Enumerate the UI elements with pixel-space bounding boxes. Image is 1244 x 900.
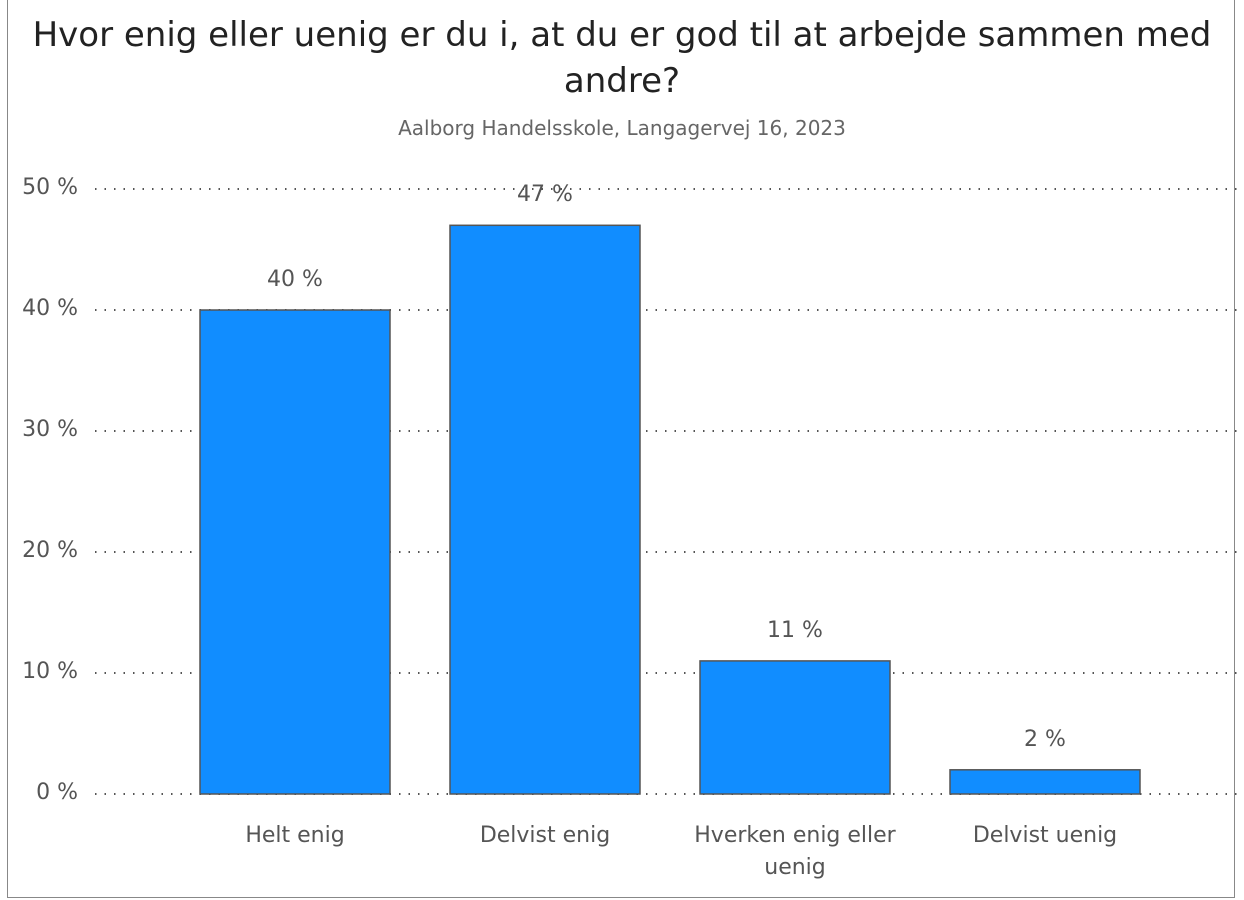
data-label: 2 %: [1024, 726, 1066, 752]
bar: [199, 309, 391, 795]
y-tick-label: 0 %: [36, 780, 78, 805]
bar: [699, 660, 891, 795]
x-tick-label: Delvist enig: [479, 823, 611, 848]
y-tick-label: 50 %: [22, 175, 78, 200]
frame: [7, 0, 1235, 898]
x-tick-label: Helt enig: [245, 823, 345, 848]
x-tick-label: Delvist uenig: [972, 823, 1118, 848]
data-label: 40 %: [267, 267, 323, 292]
y-tick-label: 20 %: [22, 538, 78, 563]
data-label: 47 %: [517, 182, 573, 208]
chart-subtitle: Aalborg Handelsskole, Langagervej 16, 20…: [398, 116, 846, 140]
bar: [949, 769, 1141, 795]
data-label: 11 %: [767, 617, 823, 643]
chart-title: Hvor enig eller uenig er du i, at du er …: [32, 15, 1212, 101]
x-tick-label: Hverken enig eller uenig: [694, 823, 896, 880]
y-tick-label: 40 %: [22, 296, 78, 321]
y-tick-label: 10 %: [22, 659, 78, 684]
y-tick-label: 30 %: [22, 417, 78, 442]
bar: [449, 224, 641, 795]
